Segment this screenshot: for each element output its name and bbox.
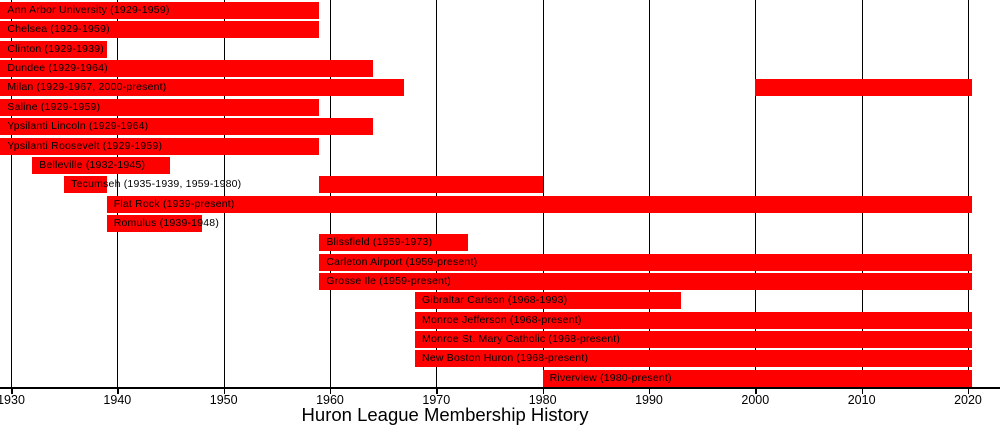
decade-gridline bbox=[861, 0, 863, 387]
membership-bar bbox=[415, 350, 973, 368]
x-axis-tick bbox=[329, 389, 332, 394]
membership-bar-label: Monroe Jefferson (1968-present) bbox=[422, 313, 582, 326]
x-axis-tick-label: 1990 bbox=[635, 393, 663, 407]
membership-bar bbox=[64, 176, 107, 194]
x-axis-tick bbox=[648, 389, 651, 394]
membership-bar bbox=[755, 79, 973, 97]
x-axis-tick bbox=[11, 389, 13, 394]
x-axis-tick bbox=[542, 389, 545, 394]
membership-bar-label: Ypsilanti Roosevelt (1929-1959) bbox=[7, 139, 163, 152]
membership-bar-label: Saline (1929-1959) bbox=[7, 100, 101, 113]
membership-bar bbox=[0, 2, 320, 19]
membership-bar bbox=[0, 137, 320, 155]
membership-bar-label: Carleton Airport (1959-present) bbox=[326, 255, 478, 268]
membership-bar-label: Blissfield (1959-1973) bbox=[326, 236, 433, 249]
membership-bar-label: Ann Arbor University (1929-1959) bbox=[7, 4, 170, 16]
membership-bar-label: Dundee (1929-1964) bbox=[7, 62, 108, 75]
chart-title: Huron League Membership History bbox=[301, 404, 589, 425]
membership-bar bbox=[0, 40, 107, 58]
decade-gridline bbox=[117, 0, 119, 387]
membership-bar bbox=[319, 176, 543, 194]
membership-bar bbox=[106, 214, 203, 232]
membership-bar bbox=[0, 98, 320, 116]
membership-bar-label: Clinton (1929-1939) bbox=[7, 42, 104, 55]
membership-bar-label: Milan (1929-1967, 2000-present) bbox=[7, 81, 167, 94]
membership-bar bbox=[0, 79, 405, 97]
x-axis-tick bbox=[861, 389, 864, 394]
membership-bar bbox=[415, 311, 973, 329]
decade-gridline bbox=[329, 0, 331, 387]
decade-gridline bbox=[542, 0, 544, 387]
membership-bar bbox=[542, 369, 973, 387]
membership-bar-label: New Boston Huron (1968-present) bbox=[422, 352, 589, 365]
membership-bar bbox=[415, 331, 973, 349]
x-axis-tick-label: 1970 bbox=[422, 393, 451, 407]
membership-bar bbox=[106, 195, 973, 213]
membership-bar-label: Romulus (1939-1948) bbox=[113, 216, 220, 229]
membership-bar bbox=[319, 234, 469, 252]
membership-bar bbox=[415, 292, 681, 310]
x-axis-tick bbox=[117, 389, 119, 394]
membership-bar bbox=[0, 21, 320, 39]
x-axis-tick-label: 1960 bbox=[316, 393, 344, 407]
membership-bar bbox=[32, 156, 171, 174]
membership-bar bbox=[0, 118, 373, 136]
plot-area: Ann Arbor University (1929-1959) Chelsea … bbox=[0, 0, 973, 387]
membership-bar-label: Ypsilanti Lincoln (1929-1964) bbox=[7, 120, 149, 133]
x-axis-tick-label: 1930 bbox=[0, 393, 25, 407]
decade-gridline bbox=[11, 0, 12, 387]
membership-bar-label: Riverview (1980-present) bbox=[549, 371, 672, 384]
x-axis-line bbox=[0, 387, 1000, 389]
membership-bar-label: Chelsea (1929-1959) bbox=[7, 23, 110, 36]
membership-bar bbox=[0, 60, 373, 78]
membership-bar bbox=[319, 253, 973, 271]
decade-gridline bbox=[436, 0, 438, 387]
decade-gridline bbox=[967, 0, 969, 387]
x-axis-tick-label: 2010 bbox=[847, 393, 876, 407]
membership-bar-label: Flat Rock (1939-present) bbox=[113, 197, 235, 210]
x-axis-tick-label: 2020 bbox=[954, 393, 982, 407]
decade-gridline bbox=[755, 0, 757, 387]
x-axis-tick-label: 1940 bbox=[103, 393, 132, 407]
x-axis-tick bbox=[755, 389, 757, 394]
decade-gridline bbox=[223, 0, 225, 387]
x-axis-tick bbox=[967, 389, 970, 394]
membership-bar-label: Tecumseh (1935-1939, 1959-1980) bbox=[71, 178, 242, 191]
x-axis-tick-label: 1950 bbox=[209, 393, 238, 407]
membership-bar-label: Grosse Ile (1959-present) bbox=[326, 275, 451, 288]
x-axis-tick-label: 1980 bbox=[528, 393, 557, 407]
membership-bar-label: Monroe St. Mary Catholic (1968-present) bbox=[422, 333, 621, 346]
x-axis-tick-label: 2000 bbox=[741, 393, 770, 407]
membership-bar-label: Gibraltar Carlson (1968-1993) bbox=[422, 294, 568, 307]
membership-bar bbox=[319, 273, 973, 291]
x-axis-tick bbox=[436, 389, 438, 394]
decade-gridline bbox=[648, 0, 650, 387]
x-axis-tick bbox=[223, 389, 226, 394]
membership-bar-label: Belleville (1932-1945) bbox=[39, 158, 146, 171]
